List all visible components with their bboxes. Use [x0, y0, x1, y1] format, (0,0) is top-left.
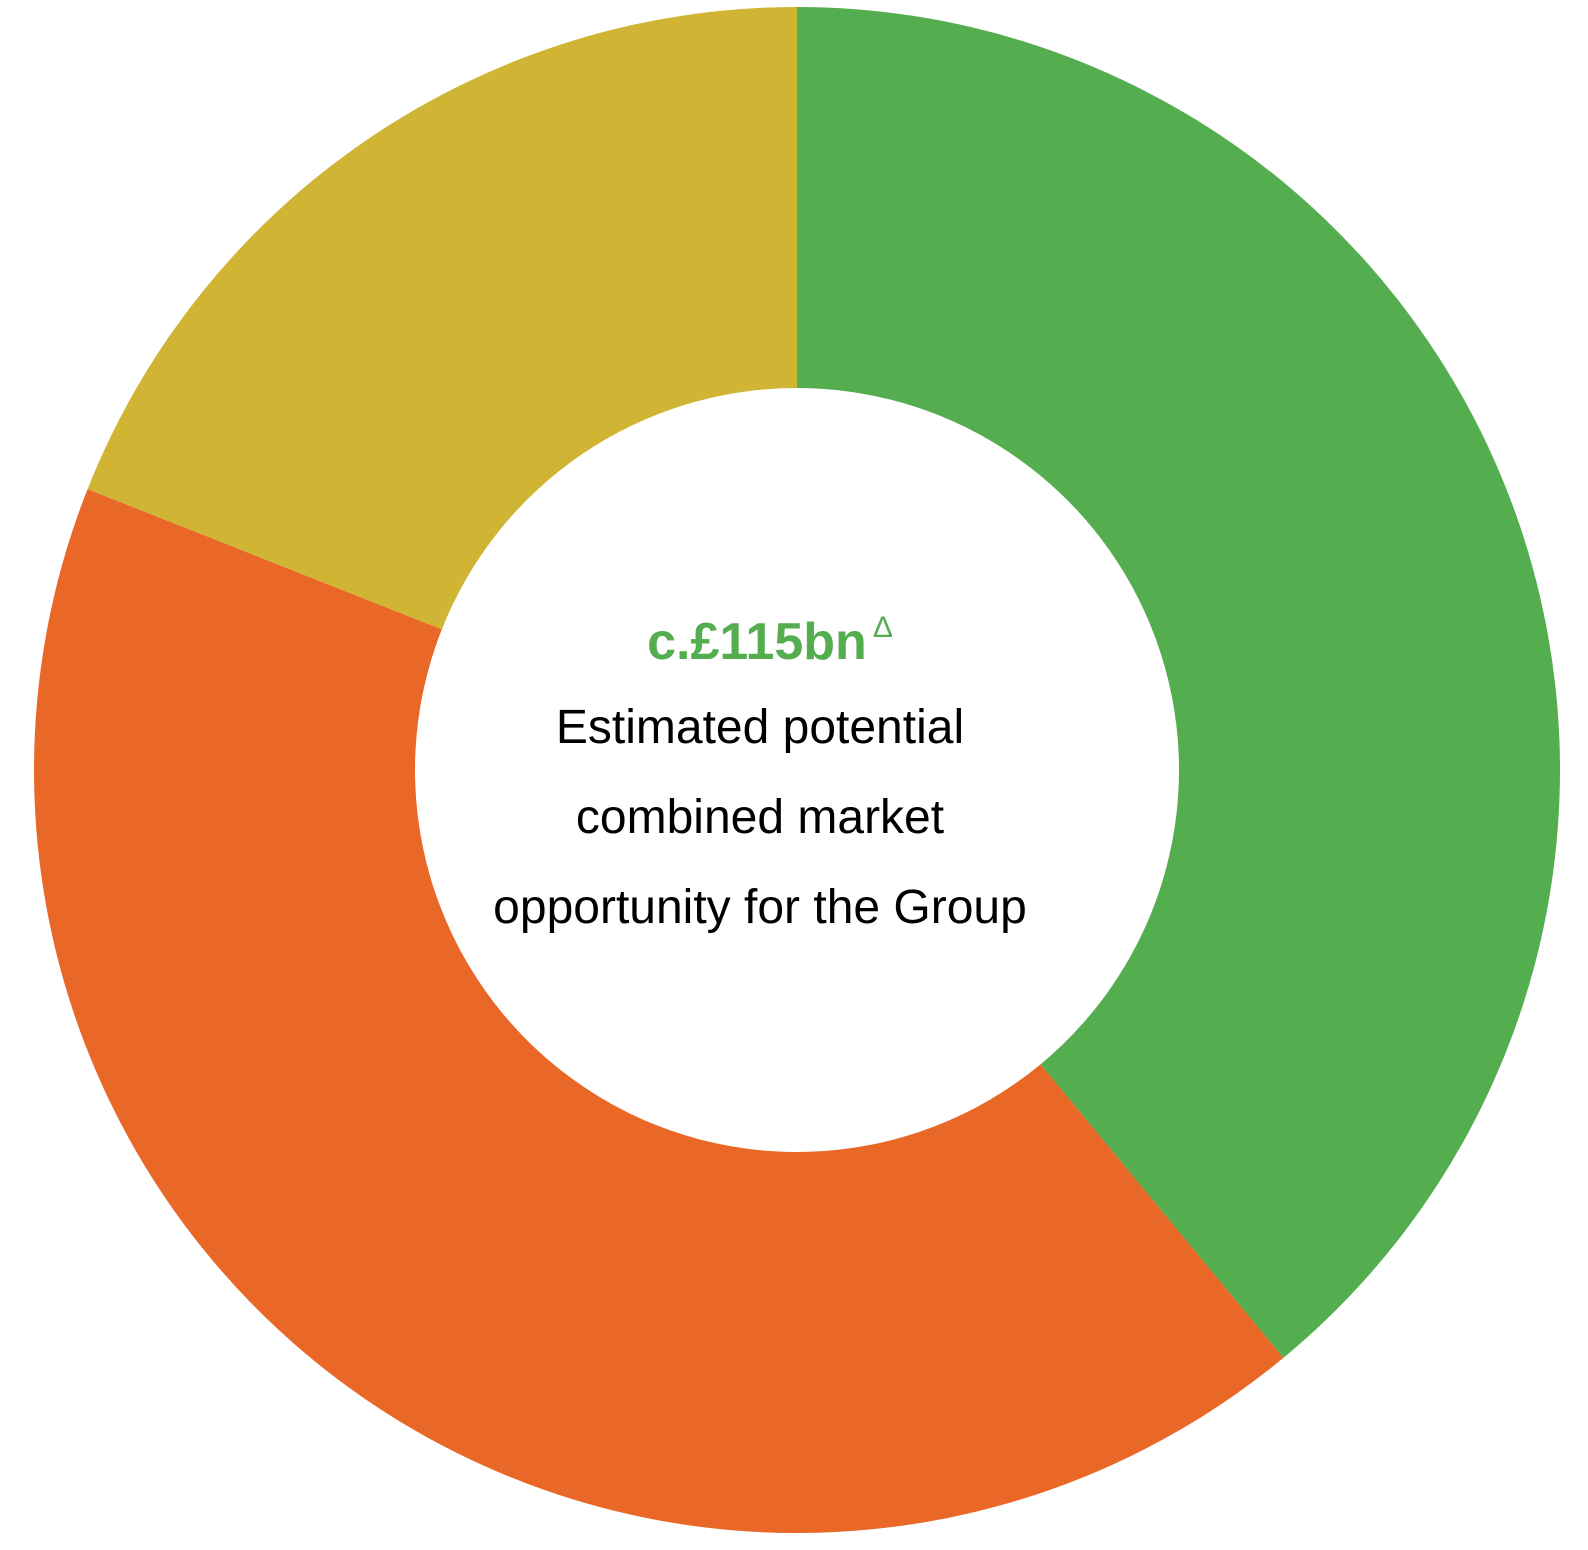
center-description-line-3: opportunity for the Group [493, 881, 1027, 934]
donut-slice-2 [33, 489, 1284, 1533]
center-description-line-2: combined market [575, 791, 945, 844]
center-description-line-1: Estimated potential [555, 701, 965, 754]
delta-mark: Δ [872, 611, 893, 644]
center-headline: c.£115bn Δ [420, 598, 1120, 672]
donut-slice-1 [797, 7, 1561, 1358]
center-value: c.£115bn [647, 613, 867, 671]
donut-slices [33, 7, 1561, 1533]
center-description: Estimated potential combined market oppo… [410, 683, 1110, 953]
donut-slice-3 [87, 7, 797, 630]
